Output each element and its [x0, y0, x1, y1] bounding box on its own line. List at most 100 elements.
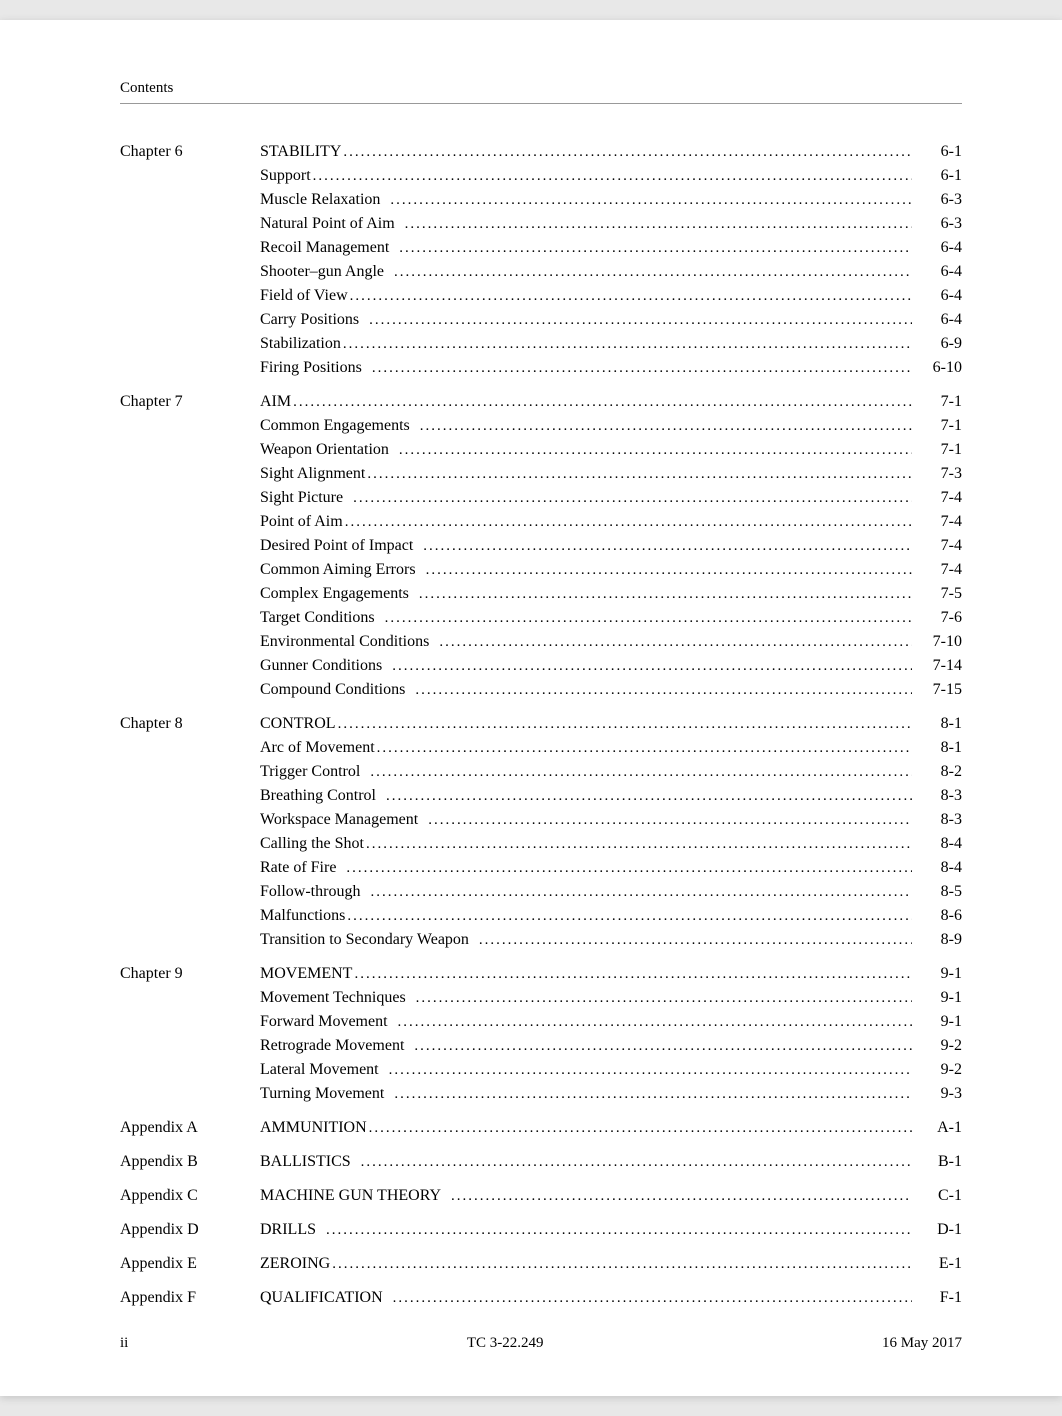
toc-section-label: Appendix A — [120, 1116, 260, 1140]
toc-entry-title: Weapon Orientation — [260, 438, 397, 462]
toc-leader: ........................................… — [412, 1035, 912, 1058]
toc-entry-title: Calling the Shot — [260, 832, 364, 856]
toc-row: Chapter 7AIM............................… — [120, 390, 962, 414]
toc-row: Field of View...........................… — [120, 284, 962, 308]
toc-entry-title: Sight Alignment — [260, 462, 365, 486]
toc-leader: ........................................… — [365, 463, 912, 486]
toc-entry-title: Turning Movement — [260, 1082, 392, 1106]
toc-row: Breathing Control ......................… — [120, 784, 962, 808]
toc-leader: ........................................… — [388, 189, 912, 212]
toc-leader: ........................................… — [391, 1287, 912, 1310]
page: Contents Chapter 6STABILITY.............… — [0, 20, 1062, 1396]
toc-entry-page: 8-4 — [912, 832, 962, 856]
toc-row: Support.................................… — [120, 164, 962, 188]
toc-section-label: Chapter 8 — [120, 712, 260, 736]
toc-leader: ........................................… — [417, 583, 912, 606]
toc-section: Appendix BBALLISTICS ...................… — [120, 1150, 962, 1180]
toc-row: Gunner Conditions ......................… — [120, 654, 962, 678]
toc-row: Desired Point of Impact ................… — [120, 534, 962, 558]
toc-row: Retrograde Movement ....................… — [120, 1034, 962, 1058]
toc-entry-title: AMMUNITION — [260, 1116, 367, 1140]
toc-entry-title: Compound Conditions — [260, 678, 413, 702]
toc-entry-page: 6-3 — [912, 212, 962, 236]
toc-row: Sight Alignment.........................… — [120, 462, 962, 486]
toc-row: Trigger Control ........................… — [120, 760, 962, 784]
toc-entry-title: Environmental Conditions — [260, 630, 437, 654]
footer-page-number: ii — [120, 1335, 128, 1352]
toc-row: Common Aiming Errors ...................… — [120, 558, 962, 582]
toc-row: Carry Positions ........................… — [120, 308, 962, 332]
toc-entry-title: Target Conditions — [260, 606, 383, 630]
toc-entry-page: 7-10 — [912, 630, 962, 654]
toc-section-label: Chapter 7 — [120, 390, 260, 414]
toc-entry-page: 7-3 — [912, 462, 962, 486]
toc-entry-page: 7-4 — [912, 558, 962, 582]
toc-entry-page: 8-5 — [912, 880, 962, 904]
toc-entry-title: Arc of Movement — [260, 736, 375, 760]
toc-row: Sight Picture ..........................… — [120, 486, 962, 510]
toc-entry-title: Breathing Control — [260, 784, 384, 808]
toc-entry-title: Desired Point of Impact — [260, 534, 421, 558]
toc-entry-title: AIM — [260, 390, 291, 414]
toc-leader: ........................................… — [359, 1151, 912, 1174]
toc-entry-page: 6-10 — [912, 356, 962, 380]
toc-row: Common Engagements .....................… — [120, 414, 962, 438]
toc-entry-page: 7-5 — [912, 582, 962, 606]
toc-leader: ........................................… — [330, 1253, 912, 1276]
toc-row: Appendix EZEROING.......................… — [120, 1252, 962, 1276]
toc-entry-title: Point of Aim — [260, 510, 343, 534]
toc-entry-page: 9-2 — [912, 1058, 962, 1082]
toc-entry-page: 8-3 — [912, 808, 962, 832]
toc-row: Recoil Management ......................… — [120, 236, 962, 260]
toc-leader: ........................................… — [344, 857, 912, 880]
toc-entry-page: 9-2 — [912, 1034, 962, 1058]
toc-entry-page: A-1 — [912, 1116, 962, 1140]
toc-leader: ........................................… — [351, 487, 912, 510]
toc-leader: ........................................… — [368, 761, 912, 784]
toc-entry-title: Rate of Fire — [260, 856, 344, 880]
toc-entry-page: 7-14 — [912, 654, 962, 678]
toc-entry-page: 8-2 — [912, 760, 962, 784]
toc-entry-title: Sight Picture — [260, 486, 351, 510]
toc-entry-page: 7-4 — [912, 534, 962, 558]
toc-leader: ........................................… — [426, 809, 912, 832]
toc-leader: ........................................… — [387, 1059, 912, 1082]
toc-entry-page: 6-4 — [912, 308, 962, 332]
toc-leader: ........................................… — [324, 1219, 912, 1242]
toc-leader: ........................................… — [367, 1117, 912, 1140]
toc-leader: ........................................… — [384, 785, 912, 808]
toc-entry-title: STABILITY — [260, 140, 341, 164]
toc-leader: ........................................… — [414, 987, 912, 1010]
toc-leader: ........................................… — [343, 511, 912, 534]
toc-row: Natural Point of Aim ...................… — [120, 212, 962, 236]
toc-entry-title: Malfunctions — [260, 904, 345, 928]
toc-entry-title: Recoil Management — [260, 236, 397, 260]
toc-section-label: Appendix B — [120, 1150, 260, 1174]
toc-leader: ........................................… — [437, 631, 912, 654]
toc-row: Appendix DDRILLS .......................… — [120, 1218, 962, 1242]
toc-section-label: Chapter 9 — [120, 962, 260, 986]
toc-row: Rate of Fire ...........................… — [120, 856, 962, 880]
toc-row: Forward Movement .......................… — [120, 1010, 962, 1034]
toc-leader: ........................................… — [392, 261, 912, 284]
toc-leader: ........................................… — [396, 1011, 912, 1034]
toc-leader: ........................................… — [421, 535, 912, 558]
toc-section-label: Appendix D — [120, 1218, 260, 1242]
toc-leader: ........................................… — [390, 655, 912, 678]
toc-leader: ........................................… — [367, 309, 912, 332]
toc-leader: ........................................… — [413, 679, 912, 702]
running-header: Contents — [120, 80, 962, 97]
toc-section-label: Appendix C — [120, 1184, 260, 1208]
toc-leader: ........................................… — [311, 165, 912, 188]
toc-row: Target Conditions ......................… — [120, 606, 962, 630]
toc-entry-title: Forward Movement — [260, 1010, 396, 1034]
page-footer: ii TC 3-22.249 16 May 2017 — [120, 1335, 962, 1352]
toc-entry-page: 7-1 — [912, 438, 962, 462]
toc-entry-title: Natural Point of Aim — [260, 212, 403, 236]
toc-leader: ........................................… — [341, 141, 912, 164]
toc-row: Complex Engagements ....................… — [120, 582, 962, 606]
toc-entry-page: 7-4 — [912, 510, 962, 534]
toc-row: Weapon Orientation .....................… — [120, 438, 962, 462]
toc-entry-page: 9-1 — [912, 986, 962, 1010]
toc-leader: ........................................… — [345, 905, 912, 928]
